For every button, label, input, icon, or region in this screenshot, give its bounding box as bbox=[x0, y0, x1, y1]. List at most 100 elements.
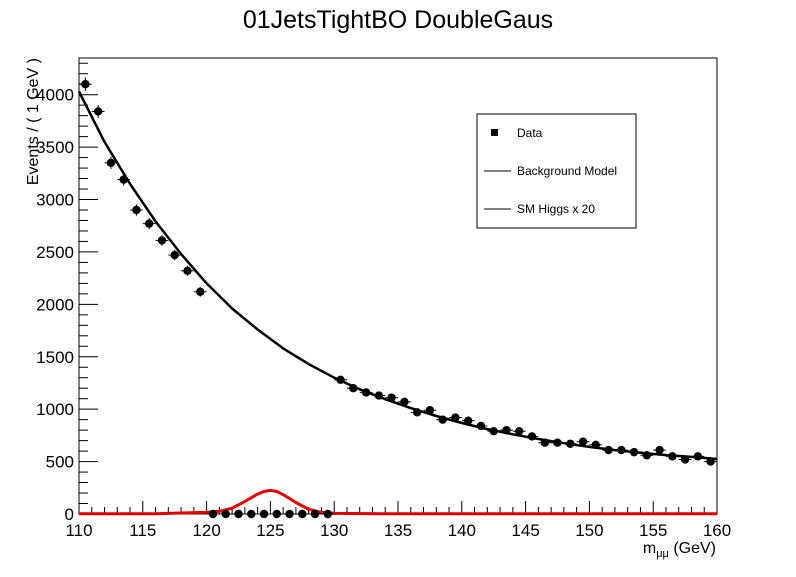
data-point-marker bbox=[604, 445, 613, 455]
data-point bbox=[500, 425, 513, 435]
data-point-marker bbox=[336, 375, 345, 385]
data-point bbox=[551, 438, 564, 447]
data-point bbox=[398, 397, 411, 407]
data-point-marker bbox=[680, 455, 690, 464]
x-tick-label: 110 bbox=[65, 521, 92, 540]
data-point bbox=[487, 426, 501, 436]
data-point-marker bbox=[93, 107, 103, 116]
legend-higgs-label: SM Higgs x 20 bbox=[517, 202, 595, 216]
data-point-marker bbox=[693, 452, 703, 461]
data-point bbox=[627, 447, 641, 457]
data-point-marker bbox=[463, 416, 473, 425]
data-point bbox=[602, 445, 615, 455]
data-point bbox=[359, 388, 373, 397]
x-tick-label: 115 bbox=[129, 521, 156, 540]
data-point-marker bbox=[349, 384, 358, 393]
data-point-marker bbox=[566, 439, 575, 448]
data-point-marker bbox=[438, 415, 447, 424]
x-tick-label: 145 bbox=[511, 521, 539, 540]
data-point bbox=[525, 432, 539, 441]
data-point bbox=[193, 286, 207, 297]
data-point-marker bbox=[476, 421, 486, 431]
data-point-marker bbox=[170, 250, 179, 260]
x-tick-label: 135 bbox=[384, 521, 412, 540]
data-point-marker bbox=[502, 425, 511, 435]
data-point bbox=[142, 218, 156, 230]
data-point-marker bbox=[285, 509, 294, 519]
higgs-signal-curve bbox=[78, 488, 717, 516]
data-point bbox=[168, 249, 182, 261]
data-point-marker bbox=[247, 509, 256, 519]
data-point-marker bbox=[81, 80, 90, 89]
data-point-marker bbox=[132, 205, 141, 215]
data-point bbox=[614, 445, 628, 455]
data-point-marker bbox=[668, 452, 677, 461]
data-point bbox=[372, 391, 386, 400]
data-point bbox=[181, 265, 194, 276]
data-point bbox=[423, 406, 437, 415]
data-point bbox=[640, 451, 654, 460]
data-point bbox=[232, 509, 245, 519]
x-tick-label: 125 bbox=[256, 521, 284, 540]
data-point bbox=[257, 509, 271, 519]
data-point bbox=[206, 509, 220, 519]
x-tick-label: 120 bbox=[192, 521, 220, 540]
data-point-marker bbox=[259, 509, 269, 519]
data-point bbox=[461, 416, 475, 425]
data-point bbox=[244, 509, 258, 519]
data-points-layer bbox=[79, 77, 717, 519]
data-point bbox=[704, 457, 717, 466]
y-tick-label: 500 bbox=[46, 453, 74, 472]
data-point-marker bbox=[323, 509, 333, 519]
y-tick-label: 3500 bbox=[36, 138, 74, 157]
data-point-marker bbox=[515, 426, 524, 436]
data-point bbox=[665, 452, 679, 461]
legend: Data Background Model SM Higgs x 20 bbox=[476, 113, 637, 229]
data-point-marker bbox=[144, 219, 154, 228]
legend-background-label: Background Model bbox=[517, 164, 617, 178]
data-point-marker bbox=[157, 236, 167, 245]
data-point-marker bbox=[387, 393, 396, 402]
data-point bbox=[385, 393, 398, 402]
x-axis-label: mμμ (GeV) bbox=[643, 540, 716, 560]
data-point bbox=[308, 509, 322, 519]
data-point bbox=[576, 437, 590, 446]
data-point-marker bbox=[208, 509, 218, 519]
x-tick-label: 140 bbox=[448, 521, 476, 540]
data-point bbox=[130, 204, 143, 216]
y-tick-label: 3000 bbox=[36, 191, 74, 210]
y-tick-label: 2500 bbox=[36, 243, 74, 262]
data-point-marker bbox=[591, 440, 600, 450]
data-point bbox=[334, 375, 347, 385]
data-point-marker bbox=[527, 432, 537, 441]
data-point-marker bbox=[196, 287, 205, 296]
data-point bbox=[678, 455, 692, 464]
data-point bbox=[219, 509, 233, 519]
data-point-marker bbox=[310, 509, 320, 519]
data-point-marker bbox=[578, 437, 588, 446]
data-point-marker bbox=[451, 413, 460, 422]
data-point bbox=[270, 509, 284, 519]
y-tick-label: 2000 bbox=[36, 295, 74, 314]
data-point bbox=[117, 173, 131, 186]
data-point-marker bbox=[272, 509, 281, 519]
data-point-marker bbox=[234, 509, 243, 519]
data-point-marker bbox=[655, 445, 664, 455]
data-point bbox=[512, 426, 526, 436]
data-point-marker bbox=[106, 158, 116, 168]
data-point-marker bbox=[629, 447, 639, 457]
data-point bbox=[283, 509, 296, 519]
data-point-marker bbox=[400, 397, 409, 407]
y-tick-label: 1500 bbox=[36, 348, 74, 367]
y-tick-label: 4000 bbox=[36, 86, 74, 105]
data-point bbox=[321, 509, 335, 519]
legend-data-label: Data bbox=[517, 126, 543, 140]
x-tick-label: 160 bbox=[703, 521, 731, 540]
x-tick-label: 150 bbox=[575, 521, 603, 540]
data-point bbox=[91, 104, 105, 118]
data-point-marker bbox=[706, 457, 715, 466]
x-tick-label: 155 bbox=[639, 521, 667, 540]
data-point-marker bbox=[298, 509, 307, 519]
